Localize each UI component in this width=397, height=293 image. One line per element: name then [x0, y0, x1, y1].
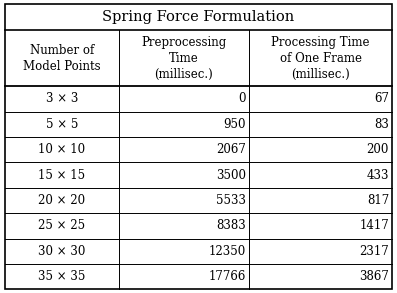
Text: 12350: 12350 — [208, 245, 246, 258]
Text: 433: 433 — [366, 168, 389, 182]
Text: 3500: 3500 — [216, 168, 246, 182]
Text: 2067: 2067 — [216, 143, 246, 156]
Text: 5533: 5533 — [216, 194, 246, 207]
Text: 5 × 5: 5 × 5 — [46, 118, 78, 131]
Text: Spring Force Formulation: Spring Force Formulation — [102, 10, 295, 24]
Text: 30 × 30: 30 × 30 — [38, 245, 86, 258]
Text: 2317: 2317 — [359, 245, 389, 258]
Text: 17766: 17766 — [208, 270, 246, 283]
Text: 8383: 8383 — [216, 219, 246, 232]
Text: 200: 200 — [367, 143, 389, 156]
Text: 0: 0 — [238, 92, 246, 105]
Text: 15 × 15: 15 × 15 — [39, 168, 85, 182]
Text: Preprocessing
Time
(millisec.): Preprocessing Time (millisec.) — [141, 36, 227, 81]
Text: 1417: 1417 — [359, 219, 389, 232]
Text: 67: 67 — [374, 92, 389, 105]
Text: 10 × 10: 10 × 10 — [39, 143, 85, 156]
Text: 83: 83 — [374, 118, 389, 131]
Text: Number of
Model Points: Number of Model Points — [23, 44, 101, 73]
Text: Processing Time
of One Frame
(millisec.): Processing Time of One Frame (millisec.) — [271, 36, 370, 81]
Text: 3 × 3: 3 × 3 — [46, 92, 78, 105]
Text: 25 × 25: 25 × 25 — [39, 219, 85, 232]
Text: 817: 817 — [367, 194, 389, 207]
Text: 3867: 3867 — [359, 270, 389, 283]
Text: 950: 950 — [223, 118, 246, 131]
Text: 35 × 35: 35 × 35 — [38, 270, 86, 283]
Text: 20 × 20: 20 × 20 — [39, 194, 85, 207]
